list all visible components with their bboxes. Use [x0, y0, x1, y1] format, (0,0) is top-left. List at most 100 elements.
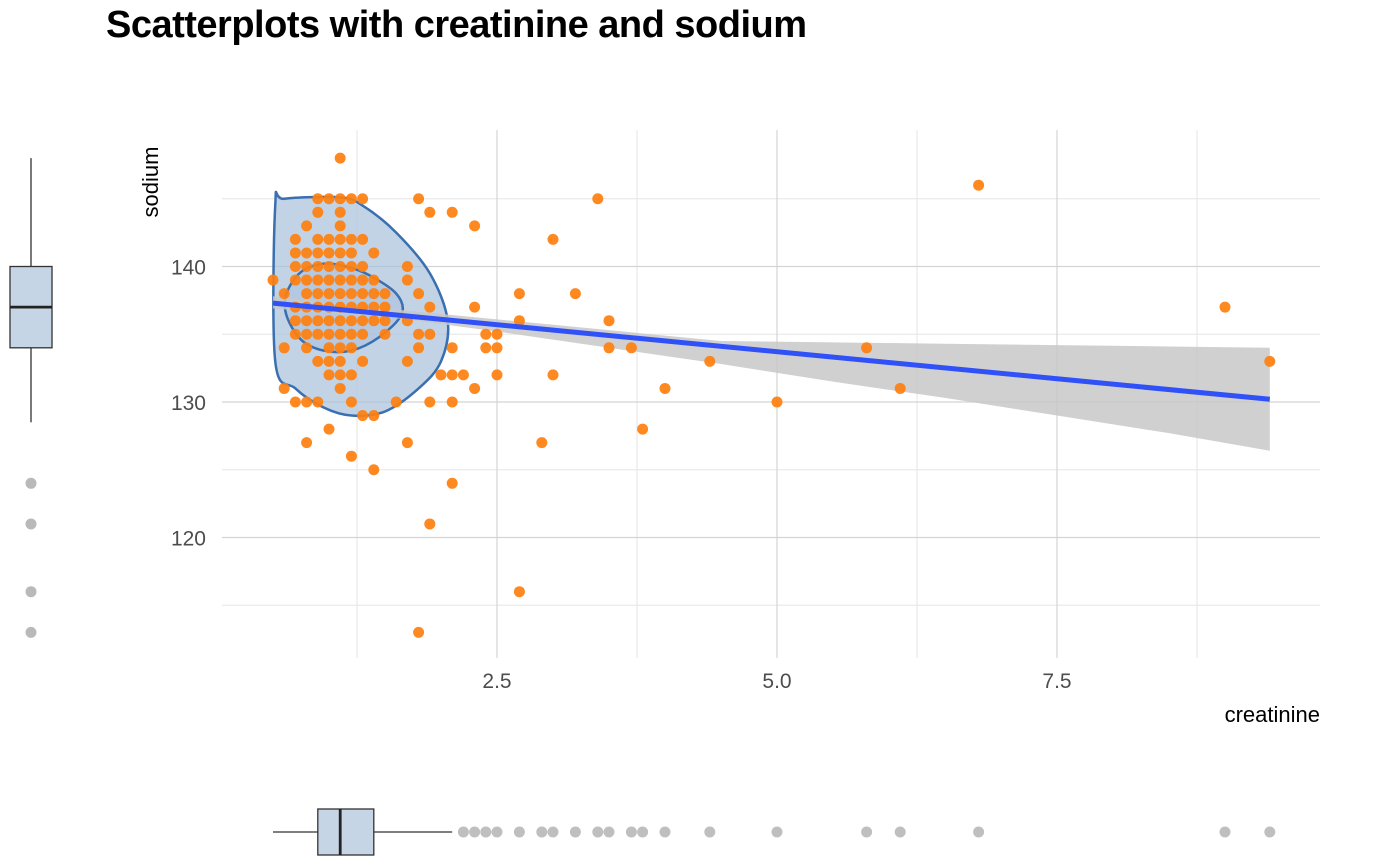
creatinine-outlier [569, 826, 581, 838]
confidence-band-area [273, 296, 1270, 451]
data-point [413, 342, 425, 354]
data-point [357, 328, 369, 340]
x-tick-label: 2.5 [482, 670, 511, 693]
data-point [334, 261, 346, 272]
creatinine-outlier [592, 826, 604, 838]
data-point [446, 396, 458, 408]
data-point [357, 274, 369, 286]
data-point [334, 152, 346, 164]
data-point [289, 328, 301, 340]
data-point [323, 288, 335, 300]
data-point [861, 342, 873, 354]
data-point [435, 369, 447, 381]
data-point [413, 626, 425, 638]
data-point [301, 396, 313, 408]
creatinine-outlier [547, 826, 559, 838]
creatinine-outlier [1264, 826, 1276, 838]
data-point [289, 274, 301, 286]
creatinine-outlier [637, 826, 649, 838]
data-point [323, 369, 335, 381]
data-point [334, 328, 346, 340]
data-point [312, 288, 324, 300]
data-point [323, 274, 335, 286]
data-point [368, 301, 380, 313]
chart-title: Scatterplots with creatinine and sodium [106, 4, 807, 46]
regression-line [272, 300, 1271, 402]
data-point [368, 274, 380, 286]
y-tick-label: 130 [171, 392, 206, 415]
creatinine-outlier [480, 826, 492, 838]
creatinine-outlier [457, 826, 469, 838]
data-point [357, 193, 369, 205]
data-point [301, 220, 313, 232]
data-point [446, 477, 458, 489]
data-point [379, 315, 391, 327]
data-point [345, 328, 357, 340]
data-point [312, 355, 324, 367]
data-point [312, 396, 324, 408]
data-point [592, 193, 604, 205]
data-point [1219, 301, 1231, 313]
data-point [491, 369, 503, 381]
creatinine-marginal-boxplot [273, 808, 1276, 856]
creatinine-outlier [469, 826, 481, 838]
data-point [312, 247, 324, 259]
creatinine-outlier [491, 826, 503, 838]
data-point [301, 315, 313, 327]
sodium-marginal-boxplot [9, 158, 53, 638]
data-point [345, 247, 357, 259]
data-point [323, 261, 335, 272]
data-point [513, 288, 525, 300]
data-point [278, 382, 290, 394]
data-point [379, 328, 391, 340]
data-point [278, 342, 290, 354]
data-point [301, 328, 313, 340]
data-point [323, 247, 335, 259]
data-point [771, 396, 783, 408]
confidence-band [273, 296, 1270, 451]
creatinine-outlier [894, 826, 906, 838]
data-point [491, 342, 503, 354]
data-point [334, 247, 346, 259]
data-point [413, 193, 425, 205]
y-axis-label: sodium [138, 147, 163, 218]
data-point [357, 315, 369, 327]
data-point [894, 382, 906, 394]
tick-labels: 2.5 5.0 7.5 120 130 140 [171, 257, 1072, 694]
data-point [334, 382, 346, 394]
data-point [334, 288, 346, 300]
data-point [345, 450, 357, 462]
data-point [480, 342, 492, 354]
data-point [267, 274, 279, 286]
data-point [368, 315, 380, 327]
data-point [334, 233, 346, 245]
data-point [301, 437, 313, 449]
data-point [345, 193, 357, 205]
data-point [469, 220, 481, 232]
data-point [569, 288, 581, 300]
creatinine-outlier [1219, 826, 1231, 838]
data-point [413, 288, 425, 300]
data-point [312, 233, 324, 245]
data-point [323, 315, 335, 327]
data-point [368, 247, 380, 259]
data-point [424, 396, 436, 408]
data-point [547, 369, 559, 381]
data-point [301, 261, 313, 272]
data-point [973, 179, 985, 191]
data-point [301, 288, 313, 300]
data-point [446, 369, 458, 381]
data-point [334, 315, 346, 327]
data-point [1264, 355, 1276, 367]
y-tick-label: 140 [171, 257, 206, 280]
data-point [536, 437, 548, 449]
data-point [704, 355, 716, 367]
data-point [457, 369, 469, 381]
data-point [357, 355, 369, 367]
data-point [368, 464, 380, 476]
creatinine-outlier [659, 826, 671, 838]
data-point [390, 396, 402, 408]
data-point [323, 233, 335, 245]
data-point [357, 233, 369, 245]
